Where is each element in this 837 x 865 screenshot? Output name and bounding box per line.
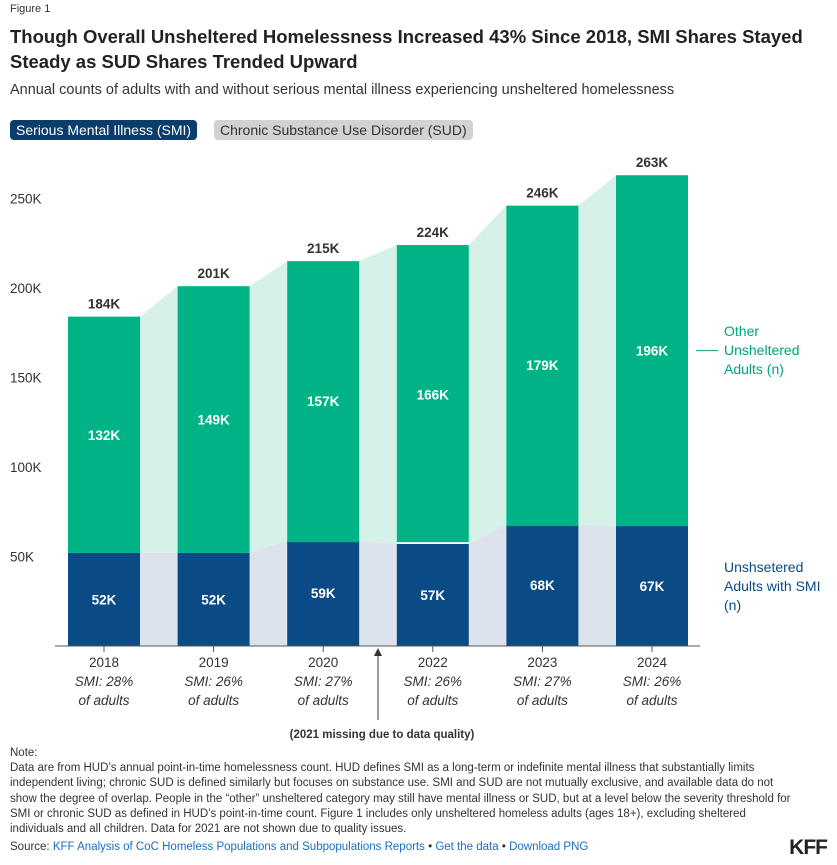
bar-smi: [177, 552, 250, 646]
y-tick-label: 150K: [10, 371, 42, 386]
legend-other-label: Other: [724, 323, 759, 339]
legend-other-label: Unsheltered: [724, 342, 800, 358]
other-connector: [359, 245, 397, 544]
smi-share-label: SMI: 27%: [513, 674, 572, 689]
bar-other: [177, 286, 250, 553]
bar-other: [396, 245, 469, 543]
bar-smi-label: 52K: [92, 592, 117, 607]
bar-smi-label: 57K: [420, 588, 445, 603]
y-tick-label: 250K: [10, 192, 42, 207]
smi-share-label: SMI: 28%: [75, 674, 134, 689]
legend-smi-label: Adults with SMI: [724, 578, 820, 594]
toggle-smi-button[interactable]: Serious Mental Illness (SMI): [10, 120, 198, 140]
legend-other-label: Adults (n): [724, 361, 784, 377]
figure-label: Figure 1: [10, 3, 51, 15]
get-data-link[interactable]: Get the data: [435, 841, 499, 853]
bar-smi-label: 52K: [201, 592, 226, 607]
smi-share-suffix: of adults: [517, 693, 568, 708]
arrow-up-icon: [374, 648, 382, 656]
bar-smi: [68, 552, 140, 646]
y-tick-label: 200K: [10, 281, 42, 296]
bar-smi: [616, 526, 688, 646]
x-tick-label: 2022: [418, 655, 448, 670]
chart-title: Though Overall Unsheltered Homelessness …: [10, 26, 803, 72]
bar-other-label: 132K: [88, 428, 121, 443]
bar-other: [506, 205, 579, 527]
x-tick-label: 2018: [89, 655, 119, 670]
kff-logo: KFF: [789, 836, 828, 859]
bar-smi-label: 67K: [640, 579, 665, 594]
y-tick-label: 100K: [10, 460, 42, 475]
bar-other: [68, 316, 140, 553]
bar-other: [287, 261, 360, 543]
note-text: Data are from HUD’s annual point-in-time…: [10, 762, 791, 836]
other-connector: [249, 261, 288, 553]
smi-share-label: SMI: 26%: [623, 674, 682, 689]
x-tick-label: 2020: [308, 655, 338, 670]
bar-smi: [506, 524, 579, 646]
other-connector: [468, 205, 507, 544]
smi-share-suffix: of adults: [188, 693, 239, 708]
other-connector: [578, 175, 616, 527]
bar-smi: [396, 543, 469, 646]
bar-other-label: 179K: [526, 358, 559, 373]
smi-share-label: SMI: 26%: [404, 674, 463, 689]
bar-other-label: 166K: [417, 388, 450, 403]
bar-other: [616, 175, 688, 527]
smi-share-suffix: of adults: [407, 693, 458, 708]
download-png-link[interactable]: Download PNG: [509, 841, 589, 853]
x-tick-label: 2019: [199, 655, 229, 670]
smi-connector: [578, 524, 616, 646]
bar-other-label: 149K: [197, 413, 230, 428]
chart-subtitle: Annual counts of adults with and without…: [10, 82, 675, 98]
toggle-sud-button[interactable]: Chronic Substance Use Disorder (SUD): [214, 120, 473, 140]
note-label: Note:: [10, 747, 38, 759]
gap-annotation: (2021 missing due to data quality): [290, 729, 475, 741]
total-label: 184K: [88, 297, 121, 312]
total-label: 215K: [307, 241, 340, 256]
smi-connector: [249, 540, 288, 646]
bar-smi-label: 68K: [530, 578, 555, 593]
bar-smi-label: 59K: [311, 586, 336, 601]
legend-smi-label: (n): [724, 597, 741, 613]
bar-smi: [287, 540, 360, 646]
x-tick-label: 2024: [637, 655, 668, 670]
bar-other-label: 196K: [636, 344, 669, 359]
smi-share-suffix: of adults: [78, 693, 129, 708]
source: Source: KFF Analysis of CoC Homeless Pop…: [10, 841, 588, 853]
smi-share-suffix: of adults: [298, 693, 349, 708]
smi-share-suffix: of adults: [626, 693, 677, 708]
legend-smi-label: Unshsetered: [724, 559, 803, 575]
smi-share-label: SMI: 27%: [294, 674, 353, 689]
source-label: Source:: [10, 841, 50, 853]
stacked-bar-chart: 50K 100K 150K 200K 250K 52K 132K 184K 2018 SMI: 2…: [10, 155, 820, 741]
separator: •: [428, 841, 433, 853]
total-label: 201K: [197, 266, 230, 281]
source-link[interactable]: KFF Analysis of CoC Homeless Populations…: [52, 841, 425, 853]
total-label: 224K: [417, 225, 450, 240]
total-label: 263K: [636, 155, 669, 170]
x-tick-label: 2023: [527, 655, 557, 670]
smi-connector: [359, 540, 397, 646]
smi-connector: [468, 524, 507, 646]
total-label: 246K: [526, 186, 559, 201]
smi-connector: [140, 552, 178, 646]
note: Note: Data are from HUD’s annual point-i…: [10, 746, 800, 837]
smi-share-label: SMI: 26%: [184, 674, 243, 689]
bar-other-label: 157K: [307, 394, 340, 409]
y-tick-label: 50K: [10, 550, 34, 565]
other-connector: [140, 286, 178, 553]
separator: •: [501, 841, 506, 853]
